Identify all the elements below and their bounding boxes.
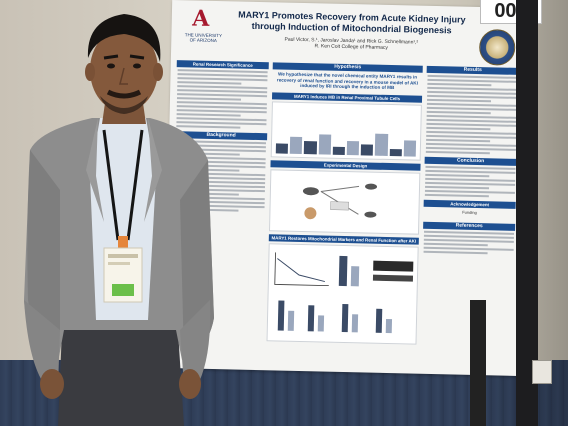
poster-column-center: Hypothesis We hypothesize that the novel… (266, 62, 423, 347)
mouse-diagram-icon (302, 183, 378, 220)
figure2-charts (266, 243, 419, 345)
badge-ribbon (112, 284, 134, 296)
trousers (58, 330, 184, 426)
figure2-panels-icon (274, 252, 414, 334)
hair (87, 14, 161, 62)
research-poster: A THE UNIVERSITY OF ARIZONA MARY1 Promot… (163, 0, 527, 376)
experimental-design-diagram (268, 169, 421, 235)
wall-outlet (532, 360, 552, 384)
left-hand (40, 369, 64, 399)
lanyard (102, 129, 144, 241)
easel-pole (516, 0, 538, 426)
right-hand (179, 369, 201, 399)
easel-leg (470, 300, 486, 426)
badge-clip (118, 236, 128, 250)
